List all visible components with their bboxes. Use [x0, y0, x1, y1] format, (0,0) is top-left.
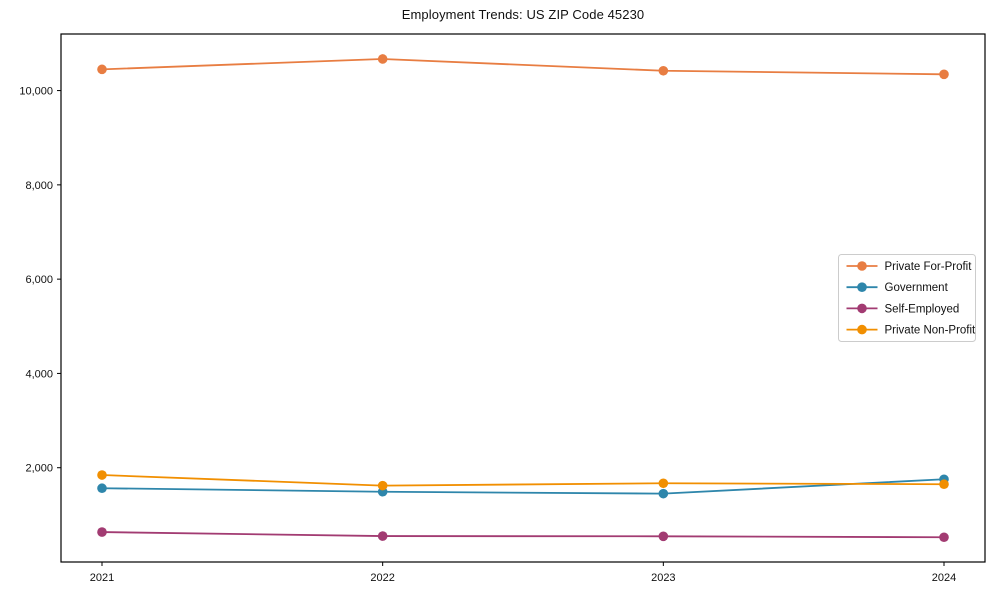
- legend-label: Government: [885, 282, 949, 294]
- series-line-private-non-profit: [101, 474, 945, 487]
- data-point-marker: [97, 527, 107, 537]
- legend-marker: [857, 324, 867, 335]
- data-point-marker: [377, 54, 388, 64]
- legend-box: [838, 254, 976, 342]
- data-point-marker: [658, 531, 669, 542]
- data-point-marker: [658, 65, 669, 76]
- x-axis-tick-label: 2022: [370, 572, 394, 584]
- x-axis-tick-label: 2021: [90, 572, 114, 584]
- x-axis-tick-label: 2023: [651, 572, 675, 584]
- y-axis-tick-label: 4,000: [25, 368, 53, 380]
- series-line-government: [101, 478, 945, 495]
- data-point-marker: [658, 478, 669, 489]
- data-point-marker: [939, 69, 949, 80]
- data-point-marker: [939, 479, 949, 490]
- data-point-marker: [377, 531, 388, 541]
- y-axis-tick-label: 8,000: [25, 180, 53, 192]
- y-axis-tick-label: 10,000: [19, 86, 53, 98]
- data-point-marker: [97, 470, 107, 480]
- legend-label: Private Non-Profit: [885, 325, 977, 337]
- data-point-marker: [97, 483, 107, 494]
- series-line-private-for-profit: [101, 58, 945, 76]
- series-line-self-employed: [101, 531, 945, 539]
- data-point-marker: [97, 64, 107, 75]
- legend-marker: [857, 261, 867, 271]
- x-axis-tick-label: 2024: [932, 572, 956, 584]
- legend-marker: [857, 282, 867, 293]
- legend-label: Self-Employed: [885, 303, 960, 315]
- data-point-marker: [939, 532, 949, 543]
- plot-frame: [60, 33, 986, 563]
- y-axis-tick-label: 2,000: [25, 463, 53, 475]
- legend: Private For-Profit Government Self-Employe…: [838, 254, 977, 342]
- data-point-marker: [658, 488, 669, 499]
- data-point-marker: [377, 480, 388, 491]
- legend-label: Private For-Profit: [885, 261, 973, 273]
- y-axis-tick-label: 6,000: [25, 274, 53, 286]
- chart-title: Employment Trends: US ZIP Code 45230: [401, 7, 645, 22]
- legend-marker: [857, 303, 867, 314]
